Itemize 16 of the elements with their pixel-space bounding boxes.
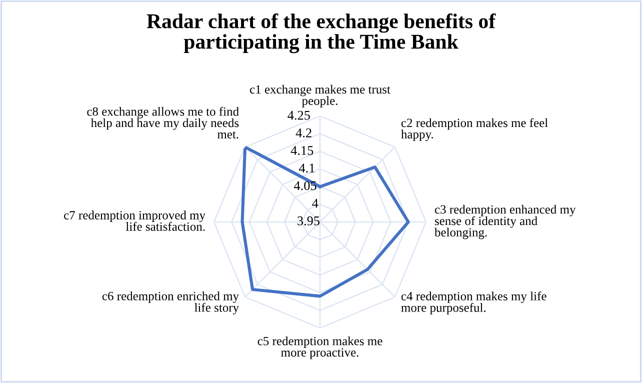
- spoke-label: c3 redemption enhanced my sense of identity and belonging.: [434, 204, 576, 240]
- spoke-label: c6 redemption enriched my life story: [102, 292, 239, 314]
- y-tick-label: 4.05: [294, 181, 316, 190]
- spoke-label: c4 redemption makes my life more purposeful.: [401, 291, 546, 314]
- y-tick-label: 4.15: [290, 146, 314, 155]
- spoke-label: c1 exchange makes me trust people.: [250, 84, 390, 108]
- y-tick-label: 4: [312, 198, 318, 208]
- chart-title: Radar chart of the exchange benefits of participating in the Time Bank: [146, 13, 496, 54]
- spoke-label: c5 redemption makes me more proactive.: [258, 336, 382, 360]
- y-tick-label: 4.2: [296, 128, 312, 138]
- y-tick-label: 3.95: [298, 216, 320, 226]
- y-tick-label: 4.25: [288, 110, 310, 120]
- spoke-label: c7 redemption improved my life satisfaction.: [64, 210, 206, 231]
- spoke-label: c8 exchange allows me to find help and have my daily needs met.: [87, 106, 239, 139]
- y-tick-label: 4.1: [299, 164, 314, 173]
- spoke-label: c2 redemption makes me feel happy.: [401, 118, 548, 142]
